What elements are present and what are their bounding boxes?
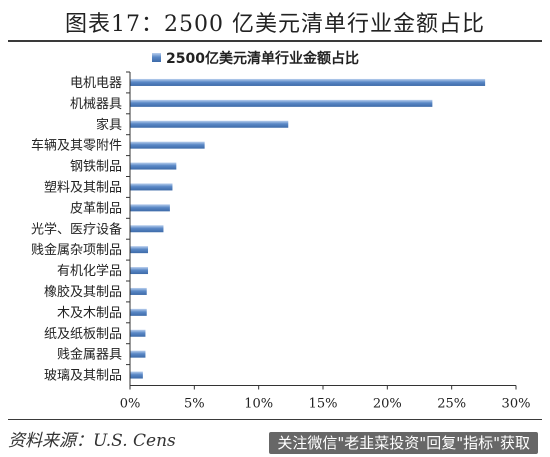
bar <box>130 246 149 254</box>
category-label: 纸及纸板制品 <box>44 327 122 342</box>
legend-label: 2500亿美元清单行业金额占比 <box>166 50 359 67</box>
category-label: 玻璃及其制品 <box>44 369 122 384</box>
bar <box>130 78 486 86</box>
bar <box>130 371 143 379</box>
bar <box>130 267 149 275</box>
chart-title: 图表17：2500 亿美元清单行业金额占比 <box>65 12 485 37</box>
bar <box>130 120 289 128</box>
x-tick-label: 0% <box>120 397 141 412</box>
bar <box>130 99 433 107</box>
category-label: 有机化学品 <box>57 263 122 279</box>
x-tick-label: 30% <box>502 397 531 412</box>
category-label: 机械器具 <box>70 97 122 112</box>
x-tick-label: 25% <box>437 397 466 412</box>
category-label: 车辆及其零附件 <box>31 138 122 154</box>
category-label: 家具 <box>96 117 122 133</box>
bar <box>130 308 147 316</box>
bar <box>130 162 177 170</box>
chart-legend: 2500亿美元清单行业金额占比 <box>152 50 359 67</box>
category-label: 木及木制品 <box>57 306 122 321</box>
title-divider <box>8 40 542 42</box>
bar <box>130 141 205 149</box>
category-label: 塑料及其制品 <box>44 180 122 195</box>
footer-divider <box>8 419 542 420</box>
bar <box>130 287 147 295</box>
category-label: 贱金属器具 <box>57 347 122 363</box>
bar <box>130 350 146 358</box>
x-tick-label: 5% <box>184 397 205 412</box>
bar <box>130 225 164 233</box>
x-tick-label: 15% <box>309 397 338 412</box>
x-tick-label: 10% <box>244 397 273 412</box>
legend-swatch <box>152 53 161 62</box>
bar <box>130 204 170 212</box>
category-label: 贱金属杂项制品 <box>31 242 122 258</box>
category-label: 光学、医疗设备 <box>31 221 122 237</box>
source-note: 资料来源：U.S. Cens <box>8 431 176 451</box>
category-label: 电机电器 <box>70 76 122 91</box>
bar <box>130 183 173 191</box>
watermark-overlay: 关注微信"老韭菜投资"回复"指标"获取 <box>269 432 538 454</box>
bar-chart: 2500亿美元清单行业金额占比 电机电器机械器具家具车辆及其零附件钢铁制品塑料及… <box>31 50 531 412</box>
bar <box>130 329 146 337</box>
category-label: 皮革制品 <box>70 201 122 216</box>
category-label: 钢铁制品 <box>70 160 122 175</box>
x-tick-label: 20% <box>373 397 402 412</box>
category-label: 橡胶及其制品 <box>44 284 122 300</box>
